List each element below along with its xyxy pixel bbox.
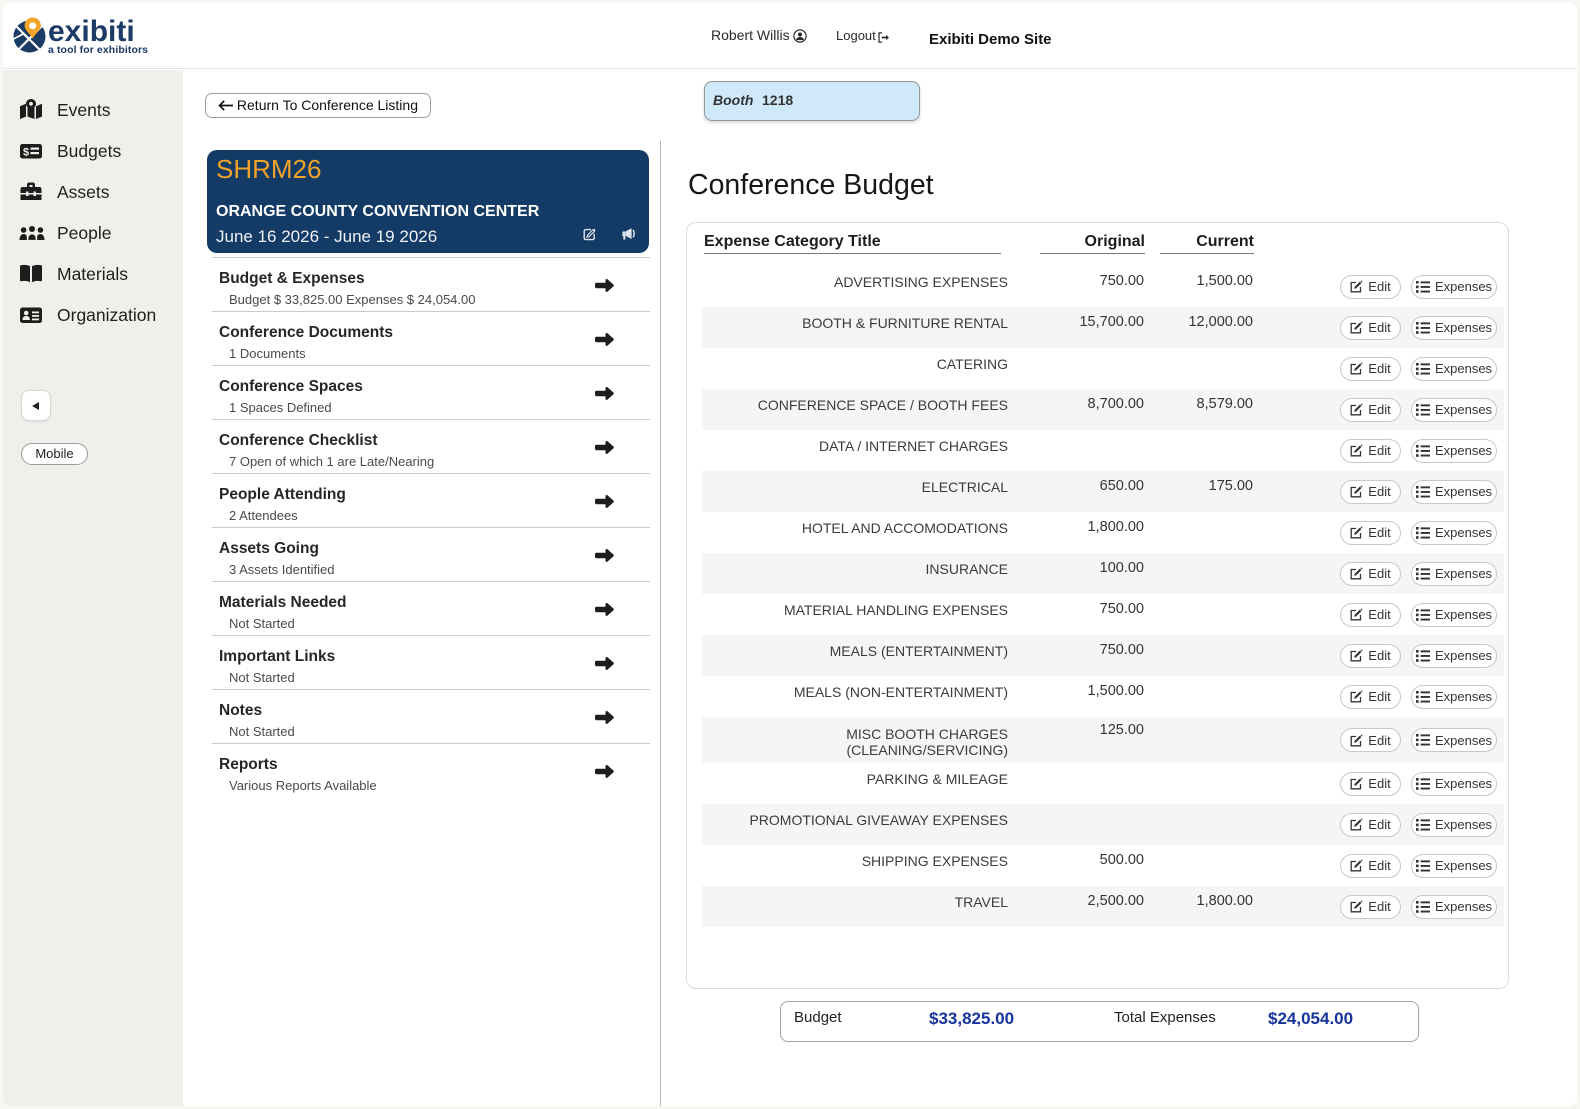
svg-text:$: $ (23, 147, 29, 159)
